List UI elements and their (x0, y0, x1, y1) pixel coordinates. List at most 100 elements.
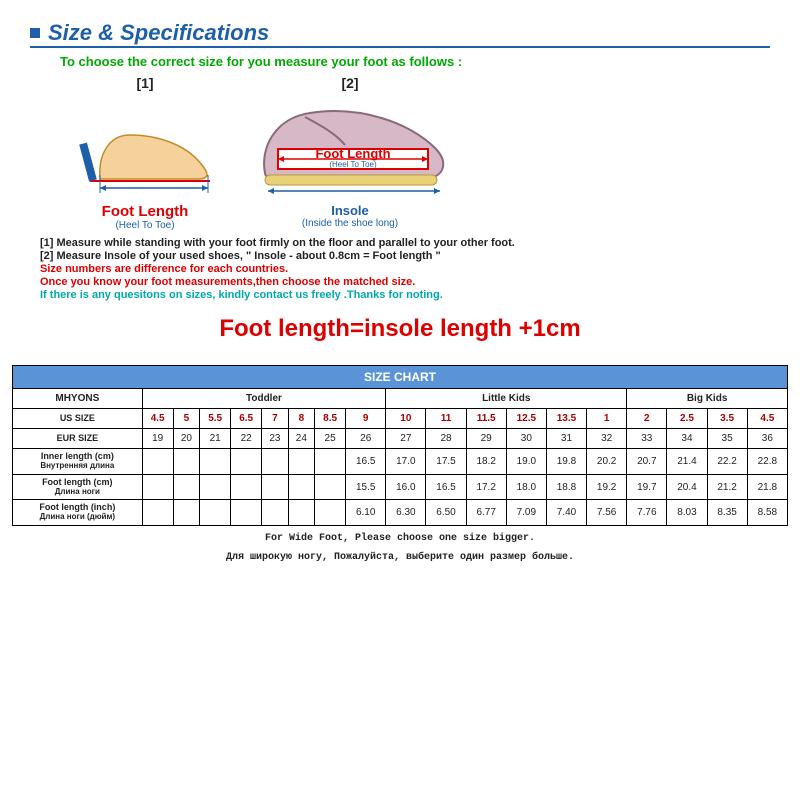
data-cell: 8 (288, 409, 314, 429)
data-cell: 19.7 (627, 474, 667, 500)
formula-text: Foot length=insole length +1cm (0, 315, 800, 343)
data-cell: 23 (262, 429, 288, 449)
data-cell: 8.5 (315, 409, 346, 429)
data-cell: 27 (386, 429, 426, 449)
data-cell (173, 474, 199, 500)
data-cell (262, 449, 288, 475)
data-cell: 4.5 (747, 409, 787, 429)
data-cell: 8.03 (667, 500, 707, 526)
data-cell: 5 (173, 409, 199, 429)
data-cell (200, 474, 231, 500)
data-cell: 8.35 (707, 500, 747, 526)
warn-text: Size numbers are difference for each cou… (40, 263, 770, 275)
data-cell: 26 (346, 429, 386, 449)
know-text: Once you know your foot measurements,the… (40, 276, 770, 288)
row-header: Foot length (cm)Длина ноги (13, 474, 143, 500)
header-bullet (30, 28, 40, 38)
data-cell: 9 (346, 409, 386, 429)
data-cell: 34 (667, 429, 707, 449)
data-cell (142, 474, 173, 500)
table-row: Foot length (inch)Длина ноги (дюйм) 6.106… (13, 500, 788, 526)
shoe-footlength-text: Foot Length (315, 146, 390, 161)
group-big: Big Kids (627, 389, 788, 409)
data-cell: 17.0 (386, 449, 426, 475)
data-cell: 7.09 (506, 500, 546, 526)
data-cell: 6.5 (231, 409, 262, 429)
step1-label: [1] (70, 75, 220, 91)
data-cell: 3.5 (707, 409, 747, 429)
data-cell: 36 (747, 429, 787, 449)
data-cell: 7.56 (587, 500, 627, 526)
data-cell: 6.10 (346, 500, 386, 526)
foot-caption: Foot Length (70, 203, 220, 220)
data-cell (173, 449, 199, 475)
data-cell: 2 (627, 409, 667, 429)
data-cell: 31 (546, 429, 586, 449)
data-cell: 11.5 (466, 409, 506, 429)
data-cell: 13.5 (546, 409, 586, 429)
data-cell (231, 500, 262, 526)
data-cell: 17.5 (426, 449, 466, 475)
data-cell: 18.2 (466, 449, 506, 475)
data-cell: 12.5 (506, 409, 546, 429)
data-cell: 20.7 (627, 449, 667, 475)
step2-text: [2] Measure Insole of your used shoes, "… (40, 250, 770, 262)
row-header: Foot length (inch)Длина ноги (дюйм) (13, 500, 143, 526)
data-cell (200, 500, 231, 526)
table-row: Inner length (cm)Внутренняя длина16.517.… (13, 449, 788, 475)
data-cell: 7.76 (627, 500, 667, 526)
data-cell: 5.5 (200, 409, 231, 429)
data-cell: 21.4 (667, 449, 707, 475)
data-cell (231, 449, 262, 475)
data-cell: 21 (200, 429, 231, 449)
chart-title: SIZE CHART (13, 366, 788, 389)
intro-text: To choose the correct size for you measu… (60, 54, 770, 69)
data-cell: 18.0 (506, 474, 546, 500)
table-row: Foot length (cm)Длина ноги15.516.016.517… (13, 474, 788, 500)
data-cell: 16.0 (386, 474, 426, 500)
data-cell: 11 (426, 409, 466, 429)
group-row: MHYONS Toddler Little Kids Big Kids (13, 389, 788, 409)
data-cell: 7 (262, 409, 288, 429)
data-cell: 21.8 (747, 474, 787, 500)
data-cell (142, 449, 173, 475)
step1-text: [1] Measure while standing with your foo… (40, 237, 770, 249)
diagram-foot: [1] Foot Length (Heel To Toe) (70, 75, 220, 231)
data-cell (142, 500, 173, 526)
footnote-en: For Wide Foot, Please choose one size bi… (12, 532, 788, 545)
data-cell: 33 (627, 429, 667, 449)
contact-text: If there is any quesitons on sizes, kind… (40, 289, 770, 301)
data-cell: 22 (231, 429, 262, 449)
diagram-row: [1] Foot Length (Heel To Toe) [2] (70, 75, 770, 231)
insole-caption: Insole (250, 203, 450, 218)
row-header: Inner length (cm)Внутренняя длина (13, 449, 143, 475)
data-cell: 2.5 (667, 409, 707, 429)
data-cell: 7.40 (546, 500, 586, 526)
size-chart: SIZE CHART MHYONS Toddler Little Kids Bi… (12, 365, 788, 564)
insole-subcaption: (Inside the shoe long) (250, 218, 450, 229)
data-cell: 35 (707, 429, 747, 449)
data-cell (262, 500, 288, 526)
table-row: US SIZE4.555.56.5788.59101111.512.513.51… (13, 409, 788, 429)
data-cell: 17.2 (466, 474, 506, 500)
foot-illustration (70, 93, 220, 203)
data-cell: 10 (386, 409, 426, 429)
data-cell: 6.30 (386, 500, 426, 526)
data-cell: 22.8 (747, 449, 787, 475)
data-cell: 19.8 (546, 449, 586, 475)
footnote-ru: Для широкую ногу, Пожалуйста, выберите о… (12, 551, 788, 564)
data-cell: 25 (315, 429, 346, 449)
data-cell: 28 (426, 429, 466, 449)
data-cell: 22.2 (707, 449, 747, 475)
data-cell: 24 (288, 429, 314, 449)
size-table: SIZE CHART MHYONS Toddler Little Kids Bi… (12, 365, 788, 526)
row-header: US SIZE (13, 409, 143, 429)
data-cell: 8.58 (747, 500, 787, 526)
data-cell (231, 474, 262, 500)
data-cell: 18.8 (546, 474, 586, 500)
data-cell (315, 474, 346, 500)
data-cell: 20.2 (587, 449, 627, 475)
data-cell: 4.5 (142, 409, 173, 429)
section-header: Size & Specifications (30, 20, 770, 48)
data-cell: 32 (587, 429, 627, 449)
